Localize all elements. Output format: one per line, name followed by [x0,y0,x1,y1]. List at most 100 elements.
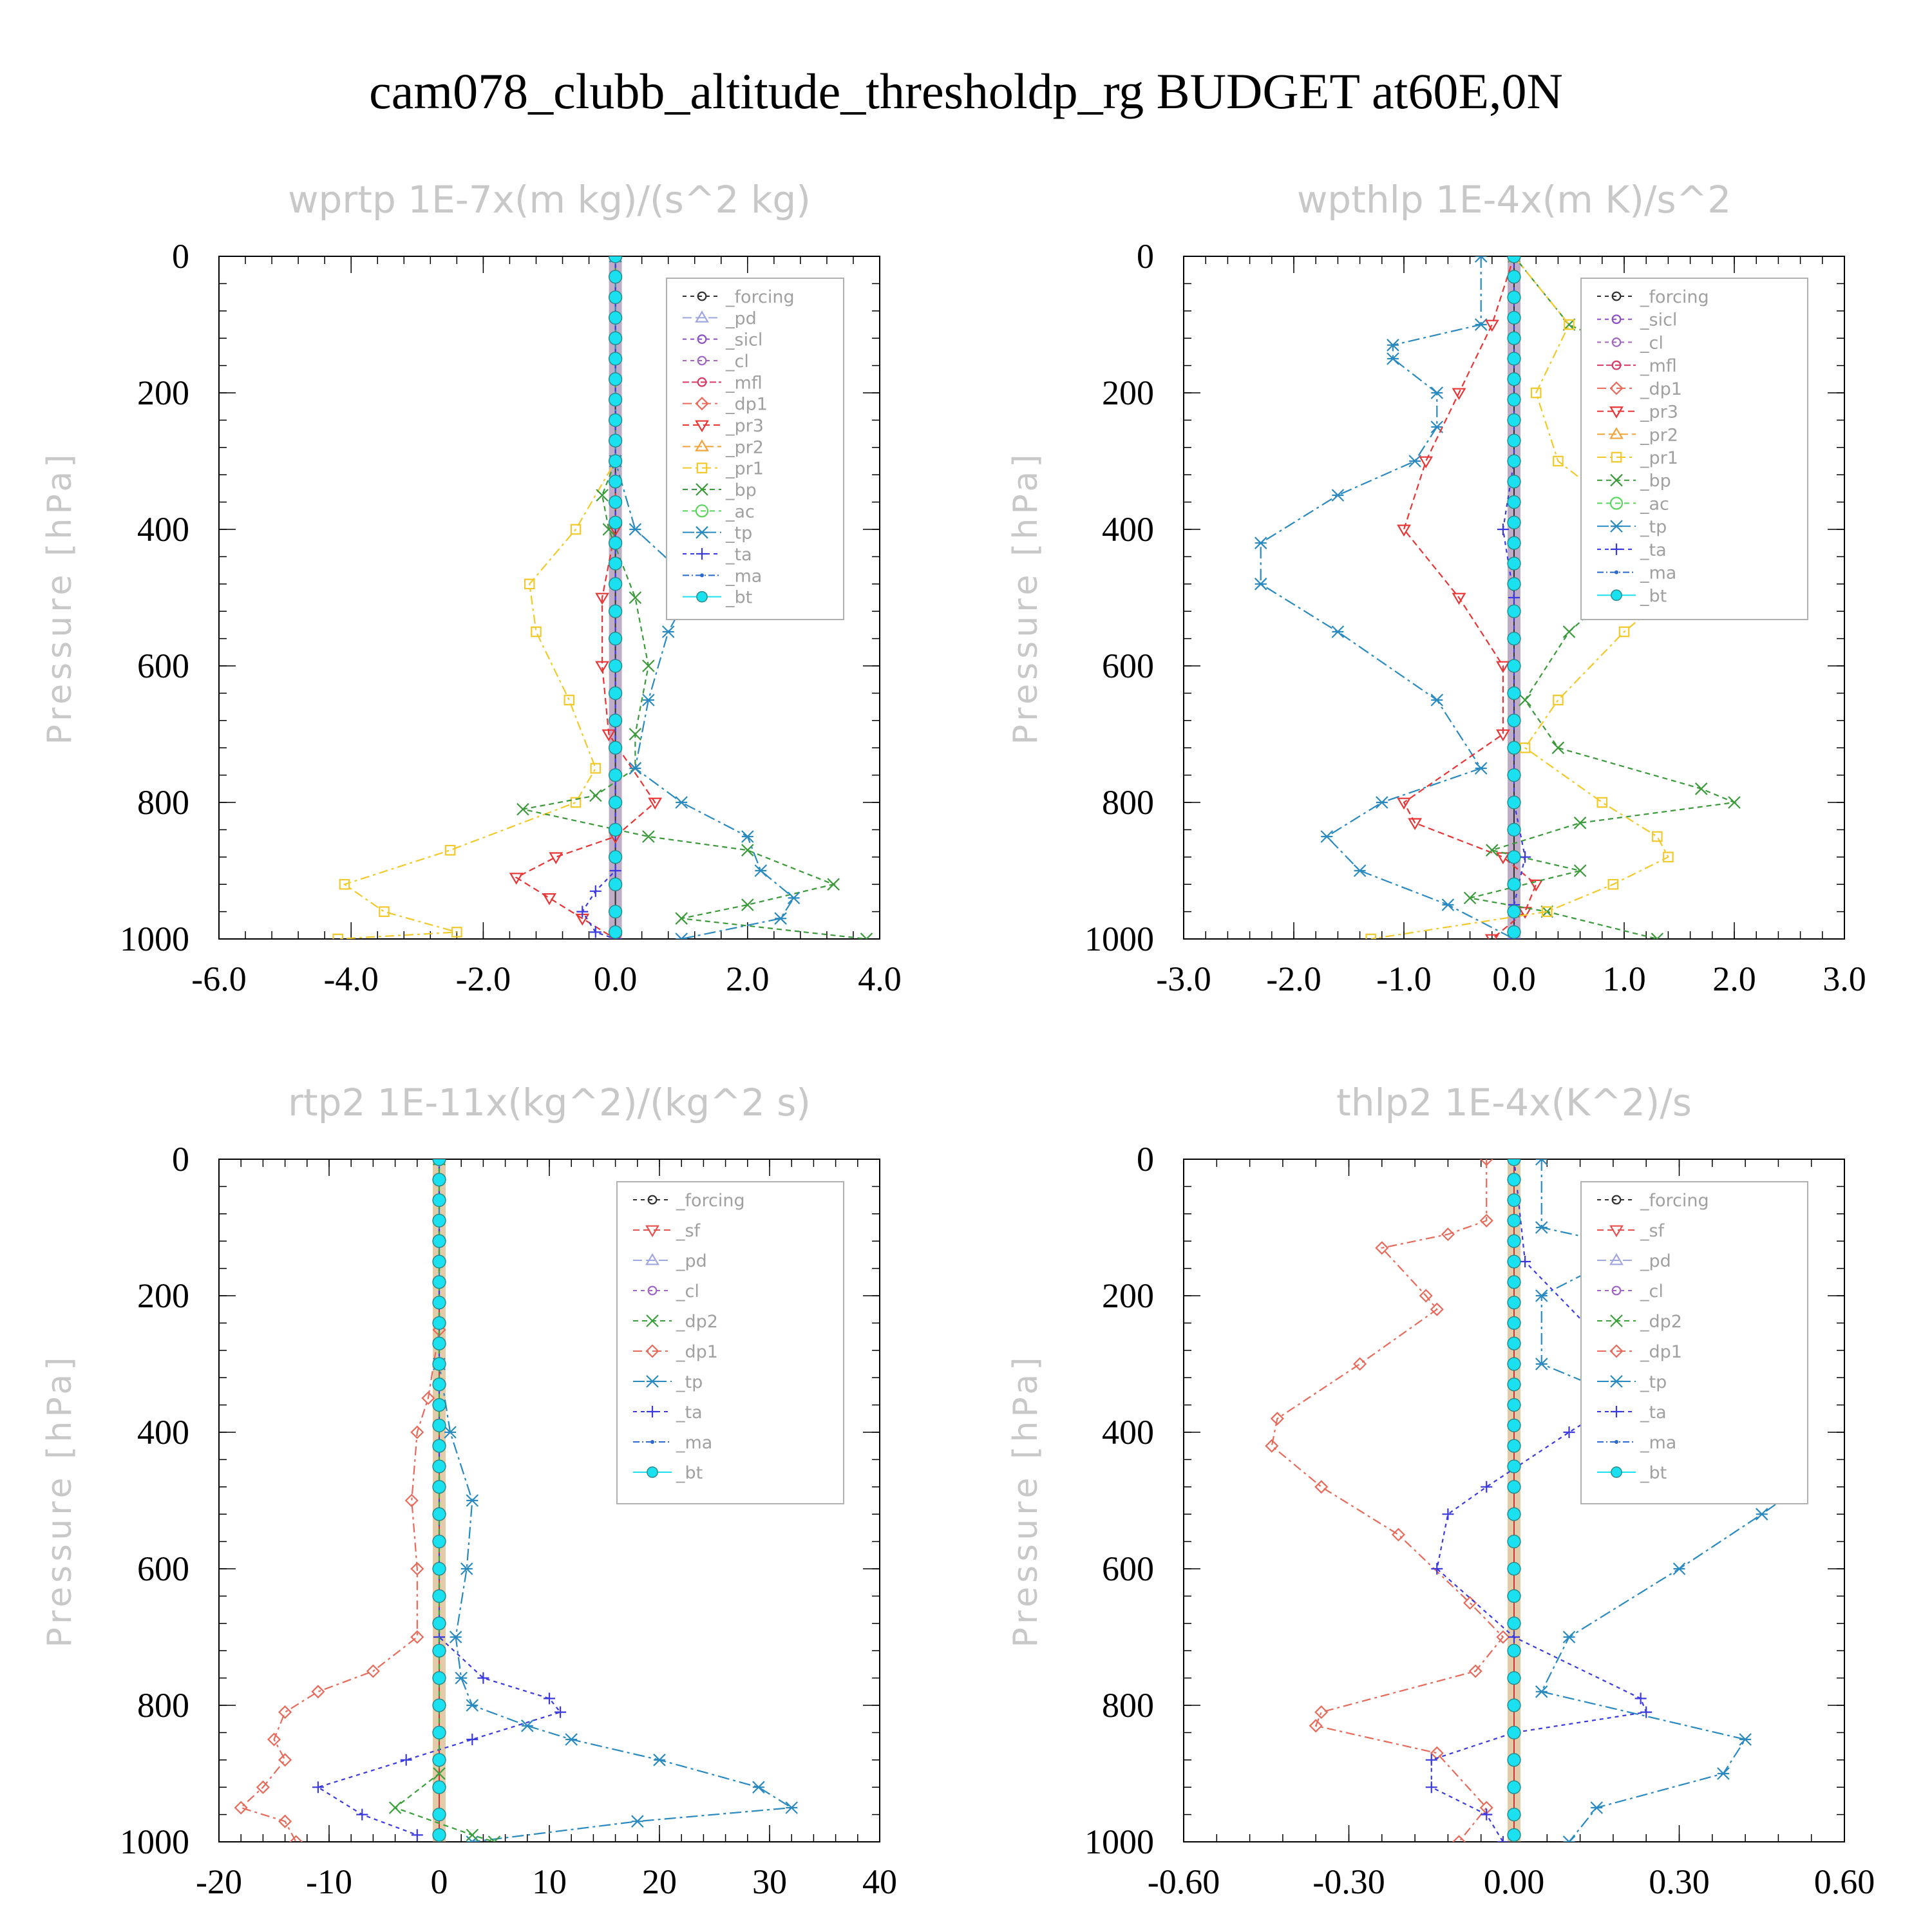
legend-marker [700,573,704,578]
series-line [1470,256,1747,939]
data-point [432,1589,446,1604]
data-point [1375,1241,1389,1255]
legend-marker [1611,1406,1622,1417]
y-tick-label: 400 [137,1413,189,1452]
legend-label: _dp2 [1640,1312,1682,1332]
legend-marker [1611,1285,1622,1296]
data-point [1452,1835,1466,1842]
legend-label: _cl [725,352,749,372]
data-point [608,495,623,509]
data-point [1507,904,1521,919]
legend-marker [647,1285,658,1296]
legend-entry-ta: _ta [683,545,752,565]
legend-label: _bp [725,480,757,500]
legend-marker [645,1344,659,1358]
data-point [1314,1705,1329,1719]
data-point [466,1835,479,1842]
x-tick-label: 0 [431,1862,448,1901]
data-point [256,1780,270,1794]
data-point [1397,524,1411,537]
legend-label: _cl [1640,333,1663,353]
data-point [379,906,390,917]
data-point [278,1753,292,1767]
panel-title: wpthlp 1E-4x(m K)/s^2 [1297,178,1731,222]
legend-marker [647,1406,658,1417]
data-point [1530,387,1542,399]
data-point [1535,1289,1548,1302]
data-point [1507,454,1521,468]
legend-label: _forcing [1640,287,1709,307]
legend-marker [697,377,707,387]
data-point [576,905,589,918]
data-point [1507,413,1521,428]
data-point [432,1828,446,1842]
data-point [1507,741,1521,755]
legend-entry-sf: _sf [1597,1221,1665,1241]
y-tick-label: 200 [137,1276,189,1315]
data-point [516,802,529,816]
data-point [1507,1397,1521,1412]
data-point [608,433,623,448]
legend-marker [1611,360,1622,370]
data-point [675,912,688,925]
x-tick-label: 2.0 [726,960,770,998]
data-point [1507,290,1521,305]
data-point [1551,741,1565,754]
legend-marker [1611,543,1622,555]
data-point [1452,388,1466,401]
plot-area [1265,1159,1807,1842]
legend-entry-dp2: _dp2 [633,1312,718,1332]
data-point [609,865,621,876]
data-point [1651,933,1664,939]
data-point [1507,1725,1521,1740]
data-point [432,1698,446,1712]
data-point [400,1754,412,1766]
data-point [388,1801,402,1814]
legend-label: _dp1 [725,395,768,415]
data-point [432,1213,446,1228]
legend-marker [696,483,708,496]
y-tick-label: 200 [1102,1276,1154,1315]
data-point [1618,626,1630,638]
data-point [1331,489,1345,502]
legend-entry-cl: _cl [1597,333,1663,353]
data-point [1497,1836,1509,1842]
data-point [433,1767,446,1780]
chart-panel-2: wpthlp 1E-4x(m K)/s^2 Pressure [hPa] -3.0 -… [1007,178,1866,998]
series-bt [608,256,623,939]
legend-marker [1609,1253,1624,1265]
legend-entry-tp: _tp [683,524,752,544]
legend-label: _sicl [725,330,762,350]
legend-marker [1611,337,1622,347]
y-tick-label: 600 [137,1549,189,1588]
ticks [218,256,880,940]
legend-marker [695,504,709,518]
legend-marker [647,1466,658,1478]
legend-label: _mfl [1640,356,1677,376]
data-point [1507,604,1521,618]
data-point [488,1835,501,1842]
data-point [549,852,564,864]
legend-entry-sf: _sf [633,1221,701,1241]
legend-label: _bt [676,1463,703,1483]
data-point [1529,879,1544,892]
legend-entry-pd: _pd [633,1251,707,1271]
data-point [608,768,623,782]
data-point [432,1562,446,1576]
legend-label: _pr2 [1640,425,1678,445]
legend-entry-bt: _bt [683,588,752,608]
legend-box [1580,1181,1808,1504]
data-point [1562,1631,1576,1643]
data-point [741,830,754,843]
data-point [524,578,535,590]
legend-label: _pr2 [725,437,764,457]
data-point [432,1397,446,1412]
figure-title: cam078_clubb_altitude_thresholdp_rg BUDG… [369,63,1563,119]
data-point [1486,844,1499,857]
legend-entry-dp1: _dp1 [683,395,768,415]
data-point [608,352,623,366]
series-dp1 [234,1159,446,1842]
y-tick-label: 800 [1102,783,1154,822]
data-point [675,933,688,939]
series-bt [432,1159,446,1842]
